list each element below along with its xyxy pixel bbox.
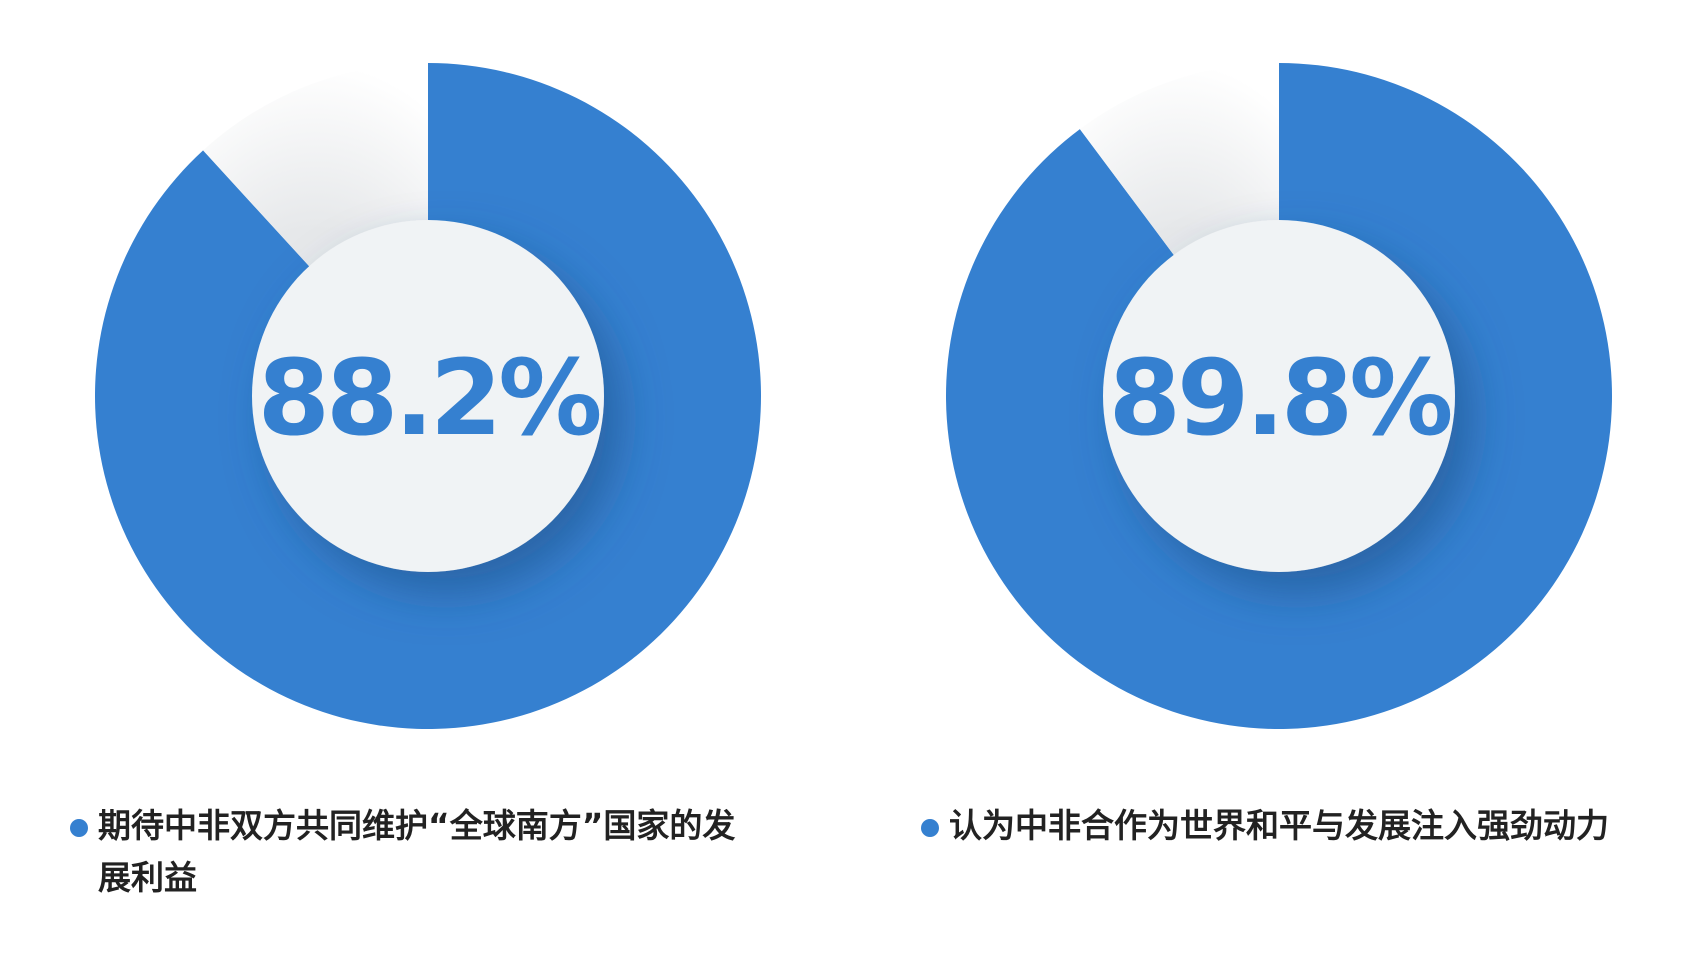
- legend-label: 认为中非合作为世界和平与发展注入强劲动力: [949, 806, 1609, 845]
- legend-1: 期待中非双方共同维护“全球南方”国家的发展利益: [70, 800, 750, 904]
- donut-center: [252, 220, 604, 572]
- donut-center: [1103, 220, 1455, 572]
- legend-2: 认为中非合作为世界和平与发展注入强劲动力: [921, 800, 1631, 852]
- value-label: 89.8%: [1109, 337, 1451, 459]
- donut-chart-2: 89.8%: [946, 63, 1612, 729]
- legend-dot: [70, 819, 88, 837]
- legend-label: 期待中非双方共同维护“全球南方”国家的发展利益: [98, 806, 736, 897]
- donut-chart-1: 88.2%: [94, 63, 762, 729]
- legend-dot: [921, 819, 939, 837]
- value-label: 88.2%: [258, 337, 600, 459]
